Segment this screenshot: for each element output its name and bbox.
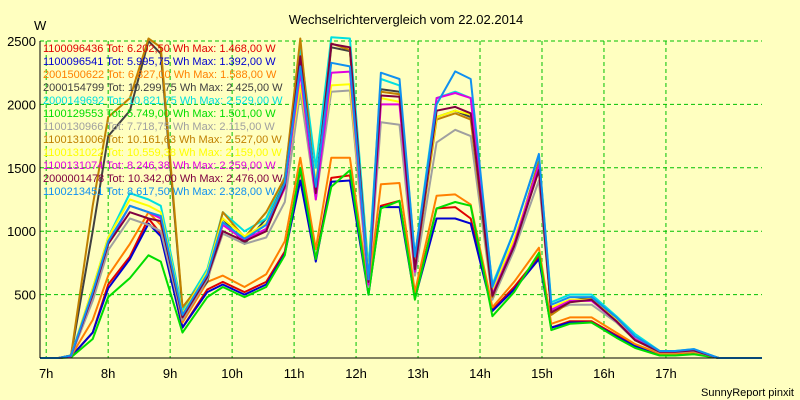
footer-credit: SunnyReport pinxit <box>701 387 794 399</box>
x-tick-label: 14h <box>469 366 491 381</box>
grid <box>40 40 762 358</box>
y-tick-label: 1000 <box>7 224 36 239</box>
legend-entry: 1100131006 Tot: 10.161,63 Wh Max: 2.527,… <box>43 134 282 146</box>
legend-entry: 2000154799 Tot: 10.299,75 Wh Max: 2.425,… <box>43 82 283 94</box>
legend-entry: 2000001478 Tot: 10.342,00 Wh Max: 2.476,… <box>43 173 283 185</box>
series-line <box>40 166 762 359</box>
chart-title: Wechselrichtervergleich vom 22.02.2014 <box>289 12 524 27</box>
legend: 1100096436 Tot: 6.202,50 Wh Max: 1.468,0… <box>43 43 283 198</box>
x-tick-label: 10h <box>221 366 243 381</box>
y-tick-label: 1500 <box>7 161 36 176</box>
y-tick-label: 500 <box>14 288 36 303</box>
y-tick-label: 2000 <box>7 97 36 112</box>
legend-entry: 1100130966 Tot: 7.718,75 Wh Max: 2.115,0… <box>43 121 275 133</box>
legend-entry: 2001500622 Tot: 6.827,00 Wh Max: 1.588,0… <box>43 69 277 81</box>
x-tick-label: 9h <box>163 366 177 381</box>
x-tick-label: 12h <box>345 366 367 381</box>
x-tick-label: 13h <box>407 366 429 381</box>
legend-entry: 1100131074 Tot: 8.246,38 Wh Max: 2.259,0… <box>43 160 276 172</box>
legend-entry: 1100129553 Tot: 5.749,00 Wh Max: 1.501,0… <box>43 108 276 120</box>
legend-entry: 1100096436 Tot: 6.202,50 Wh Max: 1.468,0… <box>43 43 276 55</box>
legend-entry: 1100096541 Tot: 5.995,75 Wh Max: 1.392,0… <box>43 56 276 68</box>
legend-entry: 2000149692 Tot: 10.821,75 Wh Max: 2.529,… <box>43 95 283 107</box>
x-tick-label: 8h <box>101 366 115 381</box>
y-tick-label: 2500 <box>7 34 36 49</box>
series-lines <box>40 36 762 359</box>
series-line <box>40 61 762 359</box>
legend-entry: 1100131022 Tot: 10.559,38 Wh Max: 2.159,… <box>43 147 282 159</box>
x-tick-label: 15h <box>531 366 553 381</box>
axes: 7h 8h 9h 10h 11h 12h 13h 14h 15h 16h 17h 500 1000 150… <box>7 34 762 381</box>
x-tick-label: 17h <box>655 366 677 381</box>
legend-entry: 1100213451 Tot: 8.617,50 Wh Max: 2.328,0… <box>43 186 276 198</box>
x-tick-label: 11h <box>284 366 305 381</box>
y-axis-unit-label: W <box>34 18 47 33</box>
x-tick-label: 7h <box>39 366 53 381</box>
x-tick-label: 16h <box>593 366 615 381</box>
